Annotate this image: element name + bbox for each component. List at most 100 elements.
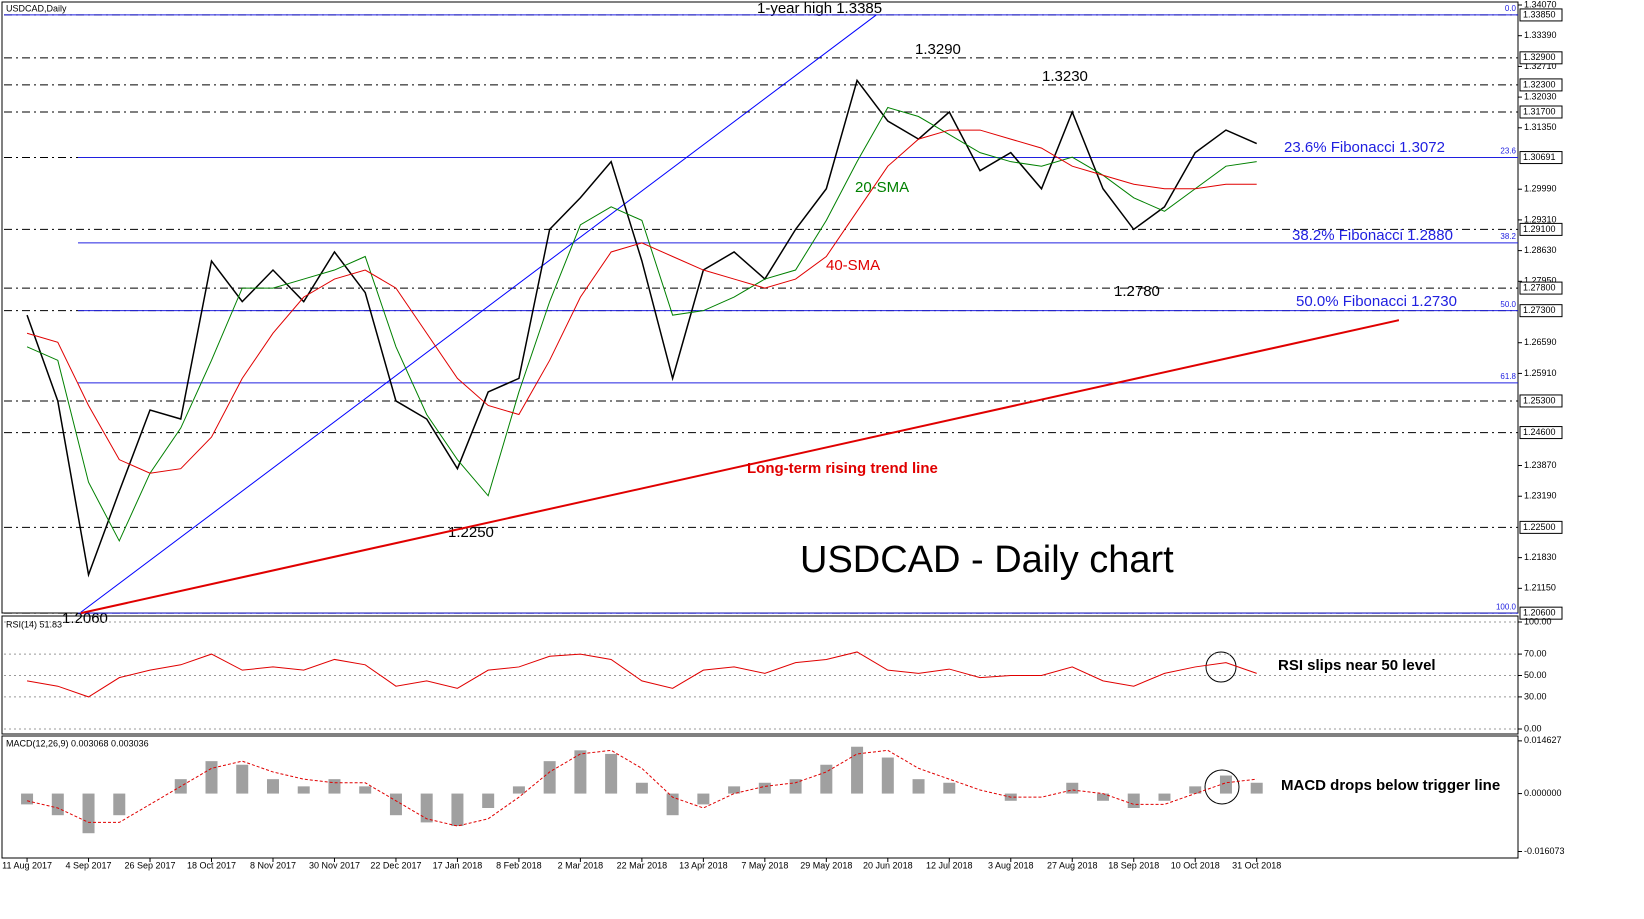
x-tick-label: 8 Feb 2018	[496, 860, 542, 870]
histogram-bar	[389, 793, 402, 816]
histogram-bar	[605, 753, 618, 794]
fib-label: 38.2	[1500, 232, 1516, 241]
y-tick-label: 1.29310	[1524, 214, 1557, 224]
y-tick-label: 1.31350	[1524, 122, 1557, 132]
level-box	[1519, 151, 1563, 165]
x-tick-label: 2 Mar 2018	[558, 860, 604, 870]
level-label: 1.22500	[1523, 522, 1556, 532]
histogram-bar	[1127, 793, 1140, 808]
annotation: 1.3290	[915, 41, 961, 58]
y-tick-label: 1.32030	[1524, 91, 1557, 101]
level-label: 1.27300	[1523, 305, 1556, 315]
level-box	[1519, 426, 1563, 440]
level-label: 1.27800	[1523, 282, 1556, 292]
x-tick-label: 26 Sep 2017	[124, 860, 175, 870]
histogram-bar	[297, 786, 310, 794]
level-box	[1519, 394, 1563, 408]
chart-heading: USDCAD - Daily chart	[800, 539, 1174, 581]
level-box	[1519, 304, 1563, 318]
level-label: 1.24600	[1523, 427, 1556, 437]
histogram-bar	[666, 793, 679, 816]
annotation: 1-year high 1.3385	[757, 0, 882, 17]
level-label: 1.31700	[1523, 106, 1556, 116]
level-label: 1.25300	[1523, 395, 1556, 405]
histogram-bar	[51, 793, 64, 816]
level-label: 1.30691	[1523, 152, 1556, 162]
macd-panel	[1, 735, 1519, 859]
level-box	[1519, 520, 1563, 534]
fib-label: 61.8	[1500, 372, 1516, 381]
histogram-bar	[697, 793, 710, 805]
annotation: 1.2780	[1114, 283, 1160, 300]
x-tick-label: 13 Apr 2018	[679, 860, 728, 870]
histogram-bar	[728, 786, 741, 794]
series-line	[26, 106, 1257, 543]
y-tick-label: 70.00	[1524, 648, 1547, 658]
y-tick-label: 1.28630	[1524, 245, 1557, 255]
x-tick-label: 20 Jun 2018	[863, 860, 913, 870]
histogram-bar	[912, 779, 925, 794]
level-label: 1.20600	[1523, 608, 1556, 618]
series-line	[26, 651, 1257, 698]
histogram-bar	[1158, 793, 1171, 801]
x-tick-label: 22 Dec 2017	[370, 860, 421, 870]
histogram-bar	[420, 793, 433, 823]
histogram-bar	[758, 782, 771, 794]
x-tick-label: 30 Nov 2017	[309, 860, 360, 870]
histogram-bar	[113, 793, 126, 816]
y-tick-label: 1.29990	[1524, 184, 1557, 194]
highlight-circle	[1204, 769, 1240, 805]
y-tick-label: 1.21830	[1524, 552, 1557, 562]
level-box	[1519, 105, 1563, 119]
histogram-bar	[820, 764, 833, 794]
level-box	[1519, 51, 1563, 65]
histogram-bar	[82, 793, 95, 834]
annotation: 1.3230	[1042, 68, 1088, 85]
sma-label: 40-SMA	[826, 257, 880, 274]
y-tick-label: 0.000000	[1524, 788, 1562, 798]
level-label: 1.33850	[1523, 9, 1556, 19]
sma-label: 20-SMA	[855, 179, 909, 196]
histogram-bar	[1096, 793, 1109, 801]
histogram-bar	[574, 750, 587, 794]
y-tick-label: 0.014627	[1524, 735, 1562, 745]
y-tick-label: 100.00	[1524, 616, 1552, 626]
y-tick-label: 1.34070	[1524, 0, 1557, 9]
y-tick-label: 1.25910	[1524, 368, 1557, 378]
histogram-bar	[943, 782, 956, 794]
rsi-title: RSI(14) 51.83	[6, 619, 62, 629]
histogram-bar	[328, 779, 341, 794]
series-line	[26, 129, 1257, 474]
chart-title: USDCAD,Daily	[6, 3, 67, 13]
histogram-bar	[359, 786, 372, 794]
fib-label: 0.0	[1505, 4, 1517, 13]
level-box	[1519, 78, 1563, 92]
histogram-bar	[851, 746, 864, 794]
annotation: 23.6% Fibonacci 1.3072	[1284, 139, 1445, 156]
x-tick-label: 17 Jan 2018	[433, 860, 483, 870]
annotation: MACD drops below trigger line	[1281, 777, 1500, 794]
annotation: 1.2060	[62, 610, 108, 627]
histogram-bar	[881, 757, 894, 794]
y-tick-label: 50.00	[1524, 670, 1547, 680]
level-box	[1519, 222, 1563, 236]
histogram-bar	[543, 761, 556, 794]
y-tick-label: 0.00	[1524, 723, 1542, 733]
histogram-bar	[451, 793, 464, 827]
level-label: 1.29100	[1523, 224, 1556, 234]
x-tick-label: 8 Nov 2017	[250, 860, 296, 870]
histogram-bar	[266, 779, 279, 794]
level-label: 1.32900	[1523, 52, 1556, 62]
y-tick-label: 1.33390	[1524, 30, 1557, 40]
histogram-bar	[205, 761, 218, 794]
x-tick-label: 11 Aug 2017	[2, 860, 52, 870]
annotation: RSI slips near 50 level	[1278, 657, 1436, 674]
histogram-bar	[21, 793, 34, 805]
x-tick-label: 10 Oct 2018	[1171, 860, 1220, 870]
y-tick-label: 1.23190	[1524, 491, 1557, 501]
annotation: Long-term rising trend line	[747, 460, 938, 477]
x-tick-label: 4 Sep 2017	[66, 860, 112, 870]
histogram-bar	[1189, 786, 1202, 794]
x-tick-label: 29 May 2018	[800, 860, 852, 870]
